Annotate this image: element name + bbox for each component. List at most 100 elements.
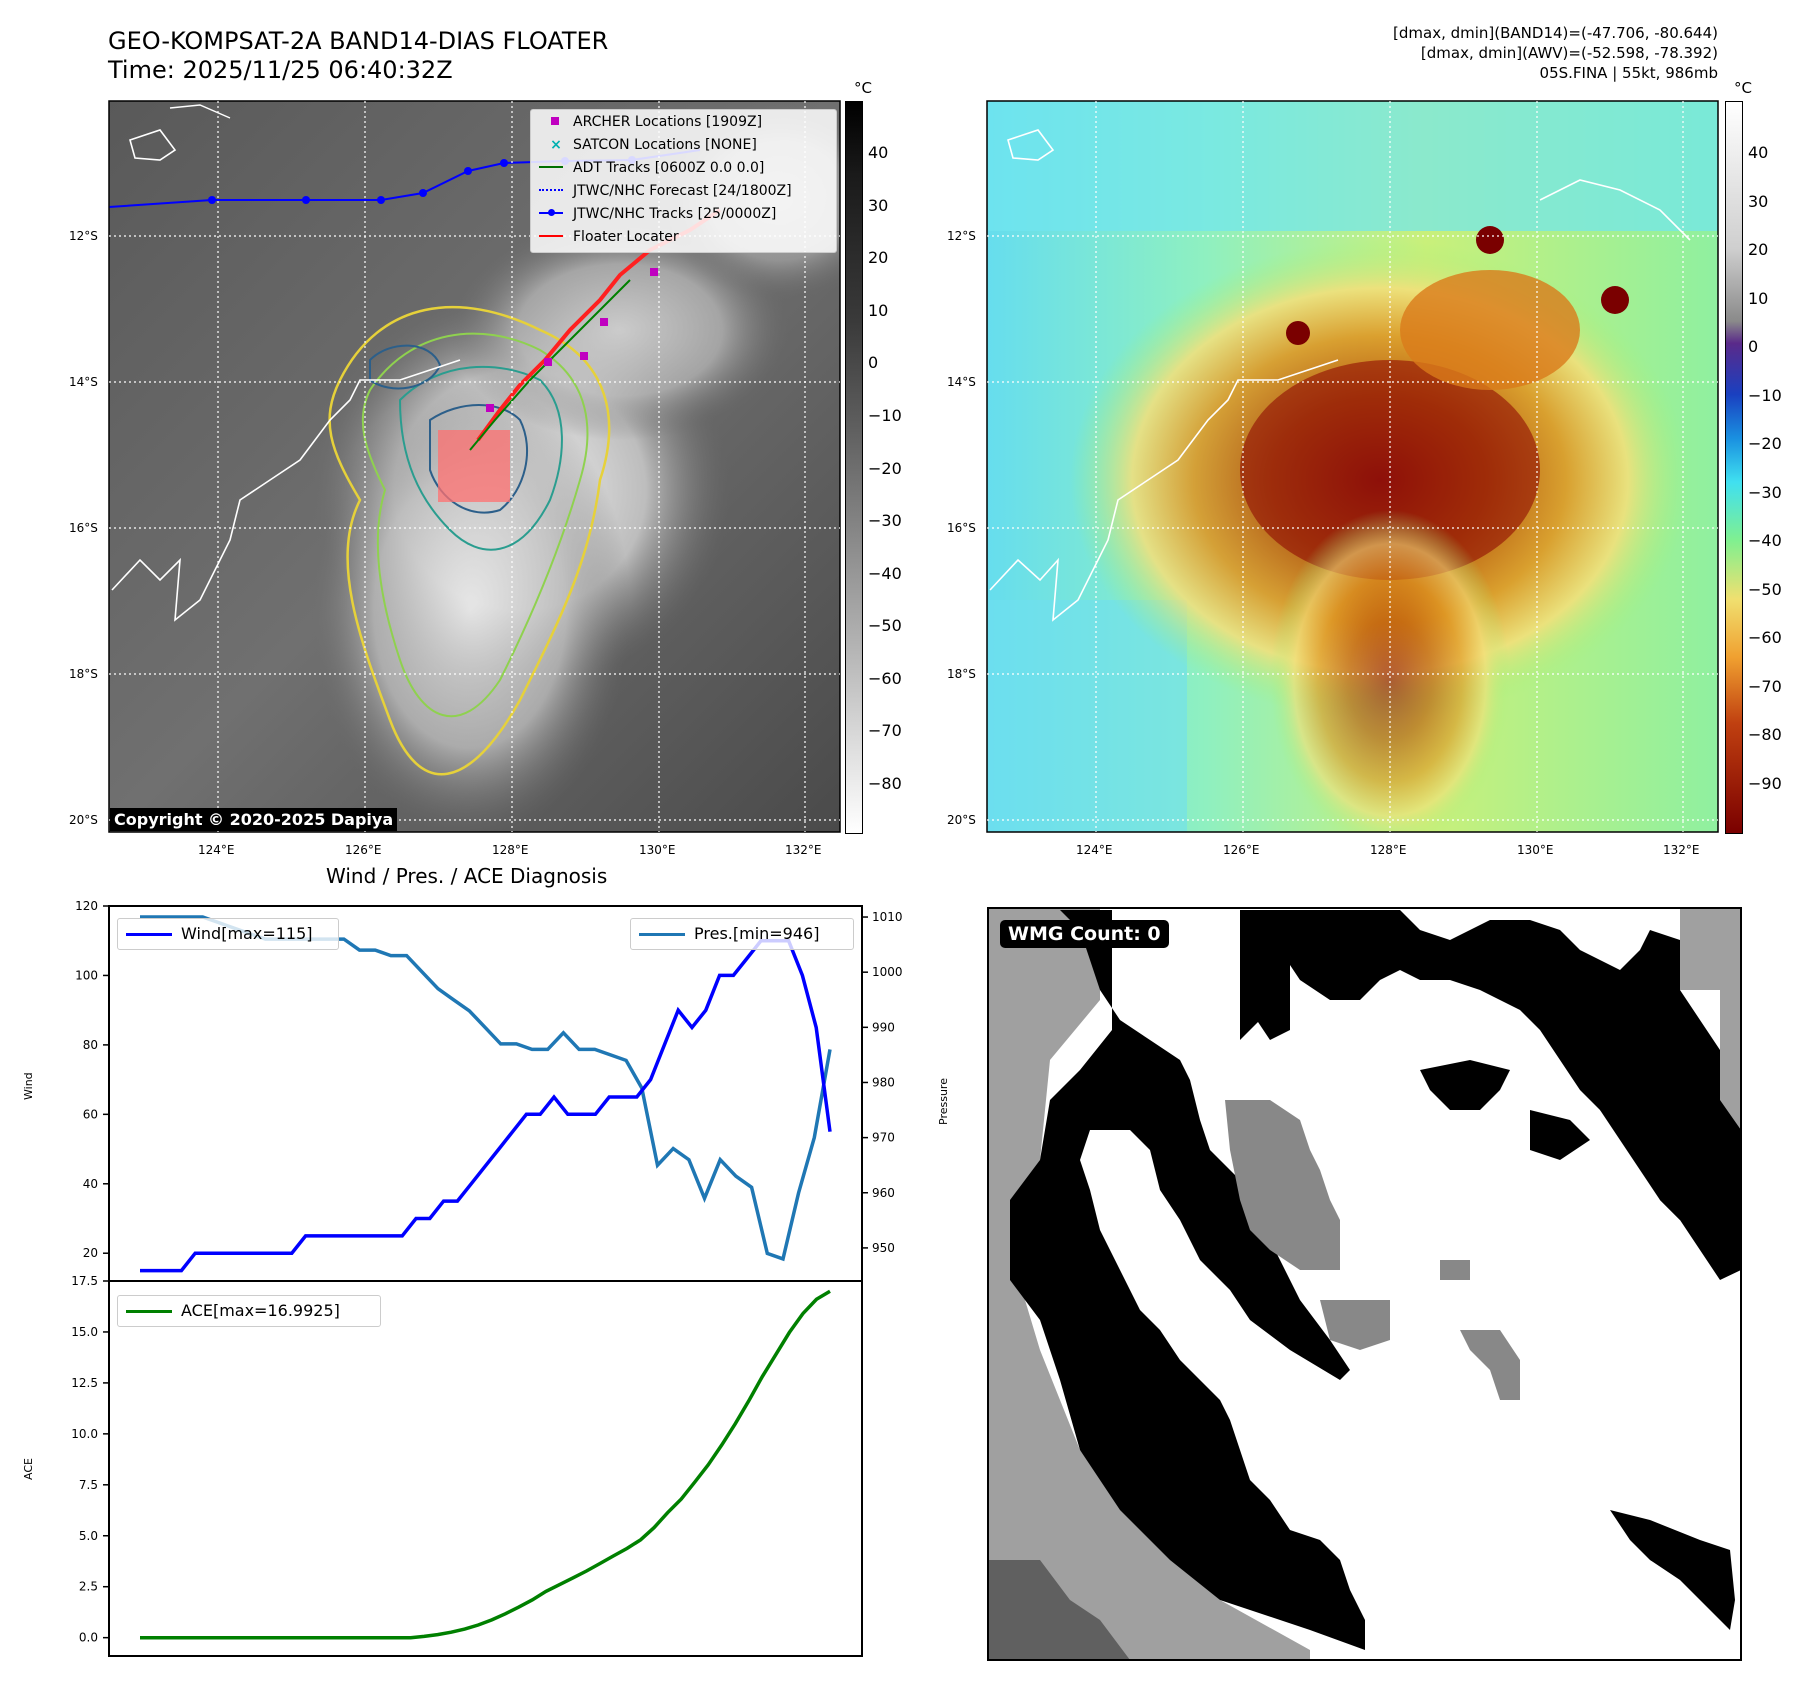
r-lon-label-130e: 130°E xyxy=(1517,843,1554,857)
pressure-tick-label: 960 xyxy=(872,1186,895,1200)
gray-cb-tick-1: 30 xyxy=(868,195,889,215)
gray-cb-tick-4: 0 xyxy=(868,353,879,373)
color-cb-tick-12: −80 xyxy=(1748,725,1782,745)
color-cb-tick-9: −50 xyxy=(1748,579,1782,599)
wind-tick-label: 60 xyxy=(83,1107,98,1121)
gray-cb-tick-5: −10 xyxy=(868,405,902,425)
adt-line-icon xyxy=(539,166,563,168)
pressure-tick-label: 990 xyxy=(872,1020,895,1034)
gray-colorbar xyxy=(845,101,863,834)
legend-item-satcon: × SATCON Locations [NONE] xyxy=(539,137,757,153)
pressure-legend-line-icon xyxy=(639,933,685,936)
pressure-tick-label: 950 xyxy=(872,1241,895,1255)
pressure-tick-label: 970 xyxy=(872,1131,895,1145)
legend-item-jtwc-forecast: JTWC/NHC Forecast [24/1800Z] xyxy=(539,183,792,199)
lon-label-126e: 126°E xyxy=(345,843,382,857)
wind-tick-label: 80 xyxy=(83,1038,98,1052)
ace-tick-label: 17.5 xyxy=(71,1274,98,1288)
gray-cb-tick-6: −20 xyxy=(868,458,902,478)
wind-tick-label: 100 xyxy=(75,968,98,982)
archer-square-icon xyxy=(551,117,559,125)
color-cb-tick-2: 20 xyxy=(1748,240,1769,260)
legend-item-adt: ADT Tracks [0600Z 0.0 0.0] xyxy=(539,160,764,176)
pressure-tick-label: 980 xyxy=(872,1075,895,1089)
gray-colorbar-unit: °C xyxy=(854,79,872,97)
stats-band14: [dmax, dmin](BAND14)=(-47.706, -80.644) xyxy=(1393,24,1718,42)
stats-storm: 05S.FINA | 55kt, 986mb xyxy=(1539,64,1718,82)
color-cb-tick-5: −10 xyxy=(1748,385,1782,405)
ace-tick-label: 5.0 xyxy=(79,1529,98,1543)
pressure-tick-label: 1010 xyxy=(872,910,903,924)
satcon-cross-icon: × xyxy=(550,137,562,153)
legend-item-floater: Floater Locater xyxy=(539,229,679,245)
color-cb-tick-10: −60 xyxy=(1748,628,1782,648)
ace-tick-label: 2.5 xyxy=(79,1580,98,1594)
legend-label-satcon: SATCON Locations [NONE] xyxy=(573,137,757,153)
r-lat-label-12s: 12°S xyxy=(947,229,976,243)
color-cb-tick-7: −30 xyxy=(1748,482,1782,502)
legend-label-adt: ADT Tracks [0600Z 0.0 0.0] xyxy=(573,160,765,176)
gray-cb-tick-3: 10 xyxy=(868,300,889,320)
color-cb-tick-11: −70 xyxy=(1748,676,1782,696)
gray-cb-tick-10: −60 xyxy=(868,668,902,688)
r-lat-label-18s: 18°S xyxy=(947,667,976,681)
lon-label-132e: 132°E xyxy=(785,843,822,857)
lon-label-124e: 124°E xyxy=(198,843,235,857)
legend-label-tracks: JTWC/NHC Tracks [25/0000Z] xyxy=(573,206,777,222)
lat-label-18s: 18°S xyxy=(69,667,98,681)
r-lon-label-128e: 128°E xyxy=(1370,843,1407,857)
wind-legend-label: Wind[max=115] xyxy=(181,924,313,943)
r-lon-label-124e: 124°E xyxy=(1076,843,1113,857)
floater-line-icon xyxy=(539,235,563,237)
lon-label-128e: 128°E xyxy=(492,843,529,857)
r-lon-label-126e: 126°E xyxy=(1223,843,1260,857)
legend-label-floater: Floater Locater xyxy=(573,229,679,245)
awv-map-panel xyxy=(986,100,1719,833)
color-cb-tick-4: 0 xyxy=(1748,337,1759,357)
r-lat-label-16s: 16°S xyxy=(947,521,976,535)
gray-cb-tick-7: −30 xyxy=(868,511,902,531)
color-cb-tick-6: −20 xyxy=(1748,434,1782,454)
pressure-legend-label: Pres.[min=946] xyxy=(694,924,820,943)
stats-awv: [dmax, dmin](AWV)=(-52.598, -78.392) xyxy=(1420,44,1718,62)
lat-label-16s: 16°S xyxy=(69,521,98,535)
lat-label-12s: 12°S xyxy=(69,229,98,243)
gray-cb-tick-0: 40 xyxy=(868,143,889,162)
color-cb-tick-1: 30 xyxy=(1748,191,1769,211)
diagnosis-title: Wind / Pres. / ACE Diagnosis xyxy=(326,864,608,888)
gray-cb-tick-11: −70 xyxy=(868,721,902,741)
legend-label-archer: ARCHER Locations [1909Z] xyxy=(573,114,763,130)
wind-tick-label: 40 xyxy=(83,1177,98,1191)
legend-label-forecast: JTWC/NHC Forecast [24/1800Z] xyxy=(573,183,792,199)
legend-item-jtwc-tracks: JTWC/NHC Tracks [25/0000Z] xyxy=(539,206,776,222)
r-lat-label-14s: 14°S xyxy=(947,375,976,389)
ace-tick-label: 0.0 xyxy=(79,1631,98,1645)
wmg-count-badge: WMG Count: 0 xyxy=(1000,920,1169,948)
wind-tick-label: 120 xyxy=(75,899,98,913)
r-lon-label-132e: 132°E xyxy=(1663,843,1700,857)
pressure-legend: Pres.[min=946] xyxy=(630,918,854,950)
gray-cb-tick-8: −40 xyxy=(868,563,902,583)
color-cb-tick-3: 10 xyxy=(1748,288,1769,308)
wind-legend-line-icon xyxy=(126,933,172,936)
color-cb-tick-13: −90 xyxy=(1748,774,1782,793)
pressure-tick-label: 1000 xyxy=(872,965,903,979)
legend-item-archer: ARCHER Locations [1909Z] xyxy=(539,114,762,130)
ace-tick-label: 15.0 xyxy=(71,1325,98,1339)
figure-time: Time: 2025/11/25 06:40:32Z xyxy=(108,56,453,84)
color-cb-tick-8: −40 xyxy=(1748,531,1782,551)
forecast-dotted-icon xyxy=(539,189,563,191)
ace-legend: ACE[max=16.9925] xyxy=(117,1295,381,1327)
ace-legend-line-icon xyxy=(126,1310,172,1313)
ace-series-line xyxy=(140,1289,831,1640)
ace-legend-label: ACE[max=16.9925] xyxy=(181,1301,340,1320)
gray-cb-tick-2: 20 xyxy=(868,248,889,268)
color-colorbar-unit: °C xyxy=(1734,79,1752,97)
gray-cb-tick-9: −50 xyxy=(868,616,902,636)
color-cb-tick-0: 40 xyxy=(1748,143,1769,162)
gray-cb-tick-12: −80 xyxy=(868,774,902,793)
lat-label-14s: 14°S xyxy=(69,375,98,389)
ace-tick-label: 7.5 xyxy=(79,1478,98,1492)
map-legend: ARCHER Locations [1909Z] × SATCON Locatio… xyxy=(530,109,837,253)
